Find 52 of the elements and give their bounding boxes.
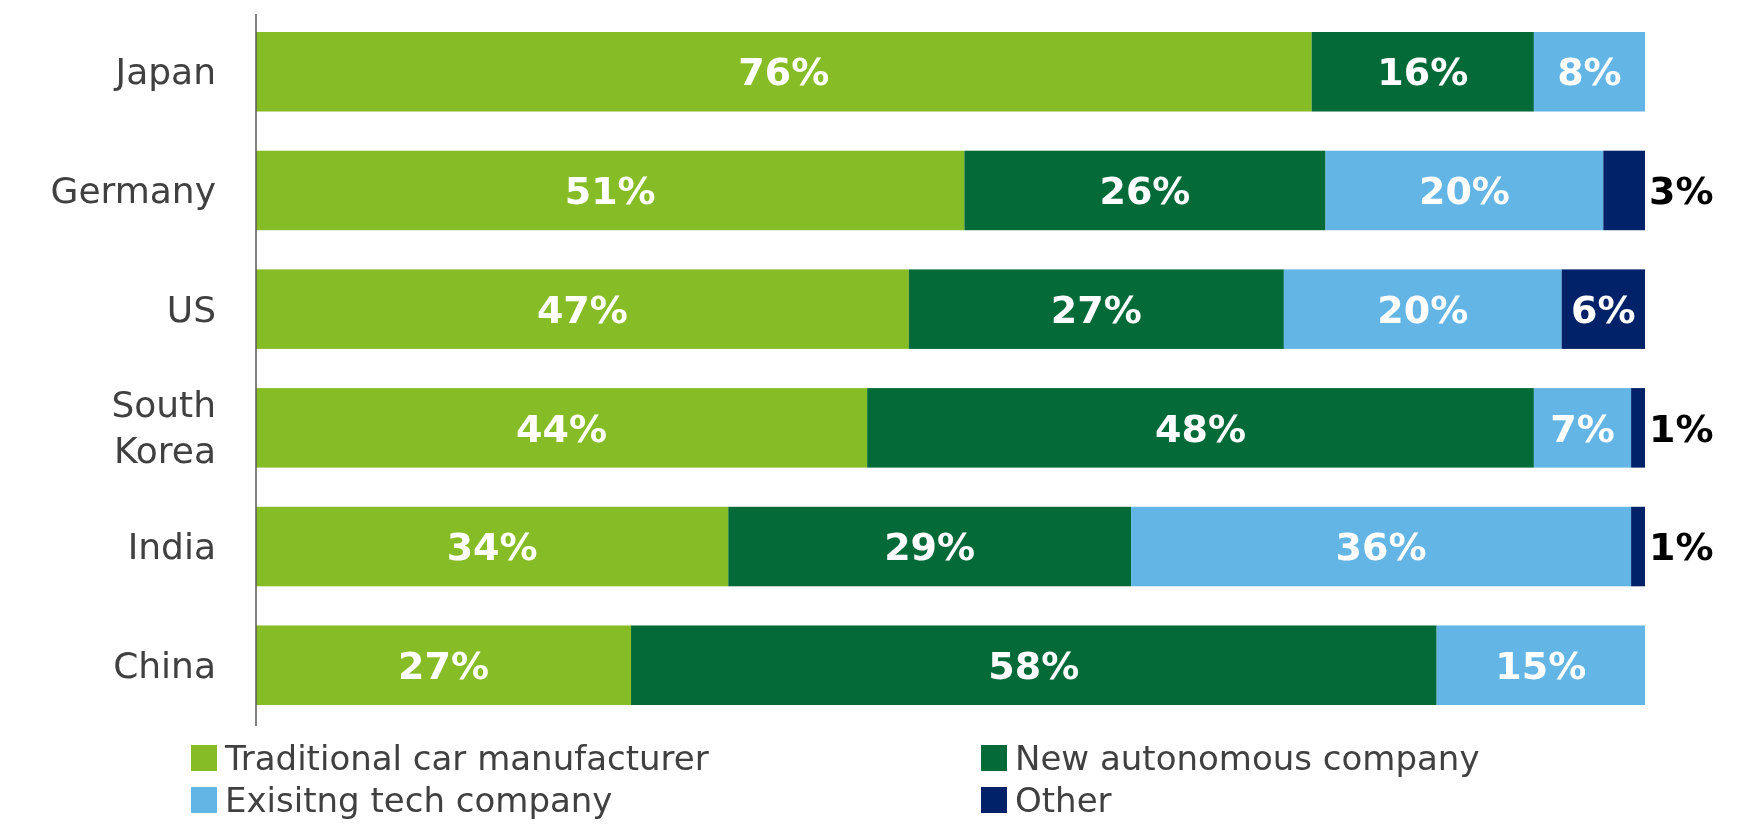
bar — [256, 32, 1312, 112]
y-tick-label: Japan — [113, 51, 216, 93]
bar — [1631, 388, 1645, 468]
bar — [728, 506, 1132, 587]
data-label: 20% — [1418, 169, 1510, 214]
bar — [256, 388, 868, 468]
bar — [1533, 388, 1632, 468]
y-tick-label: Germany — [50, 170, 216, 212]
bar — [1631, 506, 1645, 587]
bar — [908, 269, 1284, 349]
y-tick-label: South Korea — [111, 384, 216, 472]
bar — [256, 625, 632, 705]
data-label: 51% — [564, 169, 656, 214]
legend-label: New autonomous company — [1015, 737, 1480, 778]
legend-label: Traditional car manufacturer — [224, 737, 709, 778]
data-label: 76% — [738, 50, 830, 95]
y-tick-label: India — [127, 526, 216, 568]
bar — [1436, 625, 1645, 705]
data-label: 16% — [1377, 50, 1469, 95]
data-label: 27% — [1050, 287, 1142, 332]
y-tick-label: US — [166, 288, 216, 330]
data-label: 27% — [398, 643, 489, 688]
bar — [867, 388, 1534, 468]
bar — [1603, 150, 1645, 231]
bar — [964, 150, 1326, 231]
data-label: 8% — [1557, 50, 1622, 95]
bar — [1325, 150, 1604, 231]
data-label: 26% — [1099, 169, 1191, 214]
data-label: 15% — [1495, 643, 1587, 688]
bar — [1131, 506, 1632, 587]
bar — [256, 269, 909, 349]
data-label: 34% — [446, 525, 538, 570]
bar — [631, 625, 1437, 705]
legend-label: Other — [1015, 779, 1112, 820]
y-tick-label: China — [113, 644, 216, 686]
data-label: 36% — [1335, 525, 1427, 570]
bar — [256, 506, 729, 587]
legend-label: Exisitng tech company — [225, 779, 613, 820]
bar — [256, 150, 965, 231]
data-label: 58% — [988, 643, 1080, 688]
data-label: 6% — [1571, 287, 1636, 332]
data-label: 20% — [1377, 287, 1469, 332]
data-label: 29% — [884, 525, 976, 570]
data-label: 44% — [516, 406, 608, 451]
data-label: 1% — [1649, 406, 1714, 451]
data-label: 3% — [1649, 169, 1714, 214]
bar — [1283, 269, 1562, 349]
data-label: 1% — [1649, 525, 1714, 570]
data-label: 48% — [1155, 406, 1246, 451]
data-label: 47% — [536, 287, 628, 332]
bar — [1311, 32, 1534, 112]
data-label: 7% — [1550, 406, 1615, 451]
